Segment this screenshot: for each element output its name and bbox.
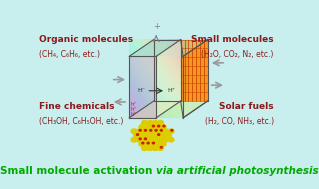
Circle shape	[150, 129, 152, 131]
Polygon shape	[156, 40, 181, 118]
Circle shape	[152, 121, 158, 125]
Circle shape	[158, 146, 163, 150]
Circle shape	[139, 133, 145, 138]
Circle shape	[147, 137, 153, 142]
Circle shape	[168, 134, 170, 135]
Circle shape	[136, 137, 142, 142]
Text: Small molecules: Small molecules	[191, 35, 274, 44]
Circle shape	[158, 129, 163, 133]
Circle shape	[150, 133, 155, 138]
Text: (CH₃OH, C₆H₅OH, etc.): (CH₃OH, C₆H₅OH, etc.)	[39, 117, 123, 126]
Text: H⁻: H⁻	[137, 88, 145, 93]
Text: Small molecule activation: Small molecule activation	[0, 167, 156, 177]
Text: (H₂, CO, NH₃, etc.): (H₂, CO, NH₃, etc.)	[204, 117, 274, 126]
Circle shape	[144, 133, 150, 138]
Circle shape	[145, 129, 146, 131]
Circle shape	[163, 137, 169, 142]
Circle shape	[134, 129, 136, 131]
Circle shape	[155, 129, 157, 131]
Circle shape	[142, 129, 147, 133]
Polygon shape	[181, 40, 208, 101]
Circle shape	[158, 121, 163, 125]
Circle shape	[160, 133, 166, 138]
Circle shape	[163, 129, 169, 133]
Circle shape	[142, 146, 147, 150]
Text: (CH₄, C₆H₆, etc.): (CH₄, C₆H₆, etc.)	[39, 50, 100, 59]
Circle shape	[160, 138, 162, 140]
Circle shape	[142, 137, 147, 142]
Circle shape	[142, 121, 147, 125]
Circle shape	[134, 133, 140, 138]
Circle shape	[155, 125, 161, 129]
Circle shape	[144, 142, 150, 146]
Circle shape	[160, 125, 166, 129]
Text: Solar fuels: Solar fuels	[219, 102, 274, 111]
Circle shape	[158, 137, 163, 142]
Circle shape	[168, 129, 174, 133]
Circle shape	[139, 138, 141, 140]
Polygon shape	[129, 40, 181, 56]
Text: via artificial photosynthesis: via artificial photosynthesis	[156, 167, 319, 177]
Circle shape	[152, 137, 158, 142]
Polygon shape	[129, 101, 208, 118]
Circle shape	[131, 137, 137, 142]
Polygon shape	[129, 40, 208, 56]
Text: h⁺: h⁺	[130, 102, 137, 107]
Circle shape	[155, 121, 157, 123]
Circle shape	[152, 129, 158, 133]
Circle shape	[155, 133, 161, 138]
Circle shape	[147, 129, 153, 133]
Circle shape	[155, 142, 161, 146]
Circle shape	[152, 146, 158, 150]
Circle shape	[160, 142, 166, 146]
Circle shape	[144, 125, 150, 129]
Text: Organic molecules: Organic molecules	[39, 35, 133, 44]
Circle shape	[166, 133, 171, 138]
Circle shape	[168, 137, 174, 142]
Text: +: +	[153, 22, 160, 31]
Circle shape	[139, 142, 145, 146]
Circle shape	[158, 125, 160, 127]
Circle shape	[150, 138, 152, 140]
Circle shape	[163, 142, 165, 144]
Text: (H₂O, CO₂, N₂, etc.): (H₂O, CO₂, N₂, etc.)	[201, 50, 274, 59]
Text: h⁺: h⁺	[130, 112, 137, 117]
Circle shape	[136, 129, 142, 133]
Polygon shape	[129, 56, 156, 118]
Text: h⁺: h⁺	[130, 107, 137, 112]
Circle shape	[147, 121, 153, 125]
Circle shape	[158, 134, 160, 135]
Circle shape	[150, 146, 152, 148]
Circle shape	[139, 125, 145, 129]
Circle shape	[142, 134, 144, 135]
Circle shape	[142, 142, 144, 144]
Circle shape	[152, 125, 154, 127]
Circle shape	[131, 129, 137, 133]
Circle shape	[139, 129, 141, 131]
Circle shape	[150, 142, 155, 146]
Circle shape	[150, 125, 155, 129]
Circle shape	[147, 146, 153, 150]
Text: H⁺: H⁺	[167, 88, 175, 93]
Circle shape	[147, 125, 149, 127]
Text: Fine chemicals: Fine chemicals	[39, 102, 114, 111]
